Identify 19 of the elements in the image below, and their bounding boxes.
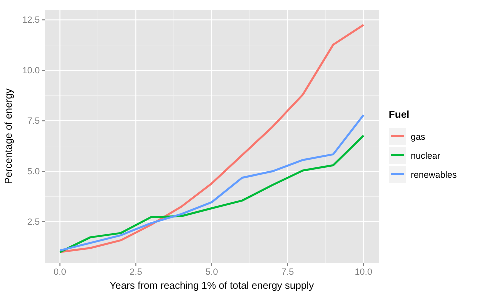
line-series [59,24,365,254]
y-tick-label: 12.5 [22,15,40,26]
x-tick-label: 10.0 [355,267,373,277]
y-tick-label: 5.0 [27,166,40,177]
y-tick-label: 2.5 [27,217,40,228]
legend-title: Fuel [389,110,410,121]
x-tick-label: 2.5 [130,267,142,277]
x-tick-label: 7.5 [282,267,294,277]
y-tick-label: 7.5 [27,116,40,126]
legend-label: renewables [411,170,458,180]
y-axis-title: Percentage of energy [4,88,15,184]
x-tick-label: 5.0 [206,267,218,277]
x-axis-title: Years from reaching 1% of total energy supply [110,281,314,292]
line-series [59,114,365,252]
y-tick-label: 10.0 [22,66,40,76]
legend-label: gas [411,132,426,142]
x-tick-label: 0.0 [54,267,66,277]
line-series [59,134,365,254]
legend-label: nuclear [411,151,441,161]
